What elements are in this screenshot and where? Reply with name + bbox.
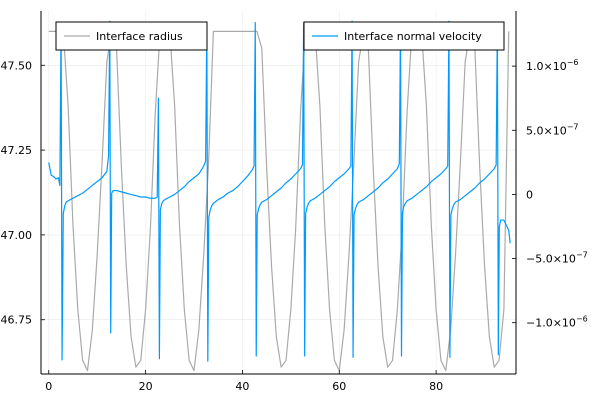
- right-y-tick-label: 1.0×10−6: [526, 58, 579, 73]
- left-y-tick-label: 47.25: [1, 144, 33, 157]
- left-y-tick-label: 47.00: [1, 229, 33, 242]
- legend-label: Interface radius: [96, 30, 183, 43]
- series-line-interface-normal-velocity: [48, 20, 511, 362]
- legend-label: Interface normal velocity: [344, 30, 482, 43]
- x-tick-label: 0: [45, 380, 52, 393]
- series-line-interface-radius: [48, 30, 510, 372]
- right-y-tick-label: −5.0×10−7: [526, 251, 588, 266]
- left-y-tick-label: 46.75: [1, 314, 33, 327]
- series-lines: [48, 20, 511, 372]
- legends: Interface radius Interface normal velocit…: [55, 21, 505, 51]
- right-y-tick-label: −1.0×10−6: [526, 315, 588, 330]
- right-y-tick-label: 0: [526, 188, 533, 201]
- legend-interface-normal-velocity: Interface normal velocity: [303, 21, 505, 51]
- left-y-tick-label: 47.50: [1, 59, 33, 72]
- x-tick-label: 60: [332, 380, 346, 393]
- x-tick-label: 80: [429, 380, 443, 393]
- x-tick-label: 20: [139, 380, 153, 393]
- axes: 0 20 40 60 80 46.75 47.00 47.25 47.50 −1.0×10−6 −5…: [1, 11, 588, 393]
- x-tick-label: 40: [235, 380, 249, 393]
- right-y-tick-label: 5.0×10−7: [526, 122, 579, 137]
- grid-lines: [41, 11, 516, 374]
- legend-interface-radius: Interface radius: [55, 21, 208, 51]
